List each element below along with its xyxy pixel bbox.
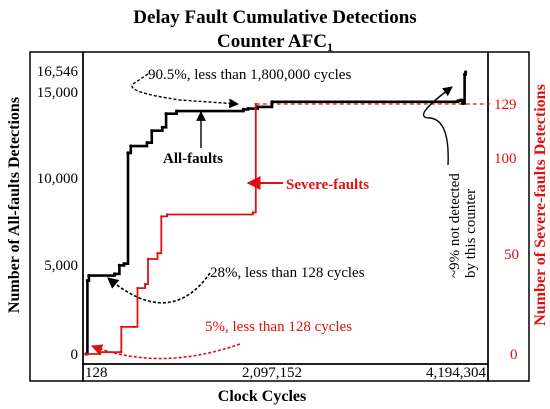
data-point-all-faults — [87, 274, 91, 278]
data-point-all-faults — [246, 107, 250, 111]
data-point-severe-faults — [119, 350, 122, 354]
data-point-severe-faults — [84, 352, 88, 356]
data-point-all-faults — [270, 100, 274, 104]
y-left-tick-label: 10,000 — [37, 171, 78, 187]
data-point-severe-faults — [143, 283, 147, 286]
y-right-tick-label: 129 — [494, 97, 517, 113]
y-right-tick-label: 50 — [504, 247, 519, 263]
data-point-all-faults — [145, 141, 149, 145]
y-left-tick-label: 16,546 — [37, 64, 79, 80]
data-point-all-faults — [456, 99, 460, 103]
data-layer — [84, 70, 490, 356]
data-point-all-faults — [256, 105, 260, 109]
x-tick-label: 128 — [85, 365, 108, 381]
annotation-not-detected-1: ~9% not detected — [447, 173, 463, 278]
data-point-all-faults — [122, 262, 126, 266]
arrow-90pct — [131, 73, 239, 109]
y-axis-label-left: Number of All-faults Detections — [6, 97, 23, 313]
data-point-severe-faults — [251, 211, 255, 214]
data-point-all-faults — [160, 125, 164, 129]
y-left-tick-label: 0 — [71, 347, 79, 363]
y-tick-band-right — [487, 51, 530, 382]
data-point-all-faults — [461, 101, 465, 106]
data-point-all-faults — [463, 72, 467, 77]
data-point-severe-faults — [156, 252, 159, 255]
annotation-not-detected-2: by this counter — [463, 189, 479, 278]
chart-title-line2: Counter AFC1 — [217, 31, 333, 54]
annotation-28pct: 28%, less than 128 cycles — [210, 265, 365, 281]
chart-title-counter: Counter AFC — [217, 31, 327, 52]
plot-frame — [82, 51, 489, 365]
x-axis-label: Clock Cycles — [218, 388, 306, 405]
annotation-90pct: 90.5%, less than 1,800,000 cycles — [148, 67, 351, 83]
x-tick-label: 2,097,152 — [242, 365, 302, 381]
data-point-all-faults — [164, 112, 168, 116]
data-point-severe-faults — [99, 350, 102, 354]
data-point-severe-faults — [120, 325, 123, 329]
data-point-severe-faults — [165, 213, 169, 216]
chart-title: Delay Fault Cumulative Detections — [133, 7, 416, 28]
series-line-all-faults — [86, 72, 467, 356]
tick-labels: 128 2,097,152 4,194,304 16,546 15,000 10… — [37, 64, 519, 381]
y-right-tick-label: 100 — [494, 151, 517, 167]
data-point-severe-faults — [136, 286, 139, 290]
data-point-all-faults — [117, 263, 121, 267]
data-point-all-faults — [85, 279, 89, 283]
chart-title-subscript: 1 — [327, 40, 333, 54]
y-left-tick-label: 5,000 — [44, 258, 78, 274]
data-point-all-faults — [459, 98, 463, 102]
annotation-severe-faults: Severe-faults — [286, 177, 369, 193]
data-point-all-faults — [113, 272, 117, 276]
y-right-tick-label: 0 — [510, 347, 518, 363]
data-point-all-faults — [175, 109, 179, 113]
arrow-not-detected — [423, 86, 453, 166]
data-point-all-faults — [464, 70, 468, 74]
y-tick-band-left — [29, 51, 84, 382]
y-left-tick-label: 15,000 — [37, 85, 78, 101]
data-point-all-faults — [126, 151, 130, 155]
series-line-severe-faults — [86, 104, 257, 355]
data-point-severe-faults — [132, 325, 135, 329]
data-point-severe-faults — [146, 257, 150, 261]
arrow-28pct — [107, 272, 211, 304]
data-point-all-faults — [150, 129, 154, 133]
data-point-severe-faults — [254, 102, 257, 106]
y-axis-label-right: Number of Severe-faults Detections — [532, 84, 549, 326]
annotation-all-faults: All-faults — [163, 151, 223, 167]
data-point-all-faults — [241, 107, 245, 111]
data-point-all-faults — [129, 144, 133, 148]
data-point-severe-faults — [160, 215, 163, 218]
annotation-5pct: 5%, less than 128 cycles — [205, 319, 352, 335]
x-tick-label: 4,194,304 — [426, 365, 487, 381]
